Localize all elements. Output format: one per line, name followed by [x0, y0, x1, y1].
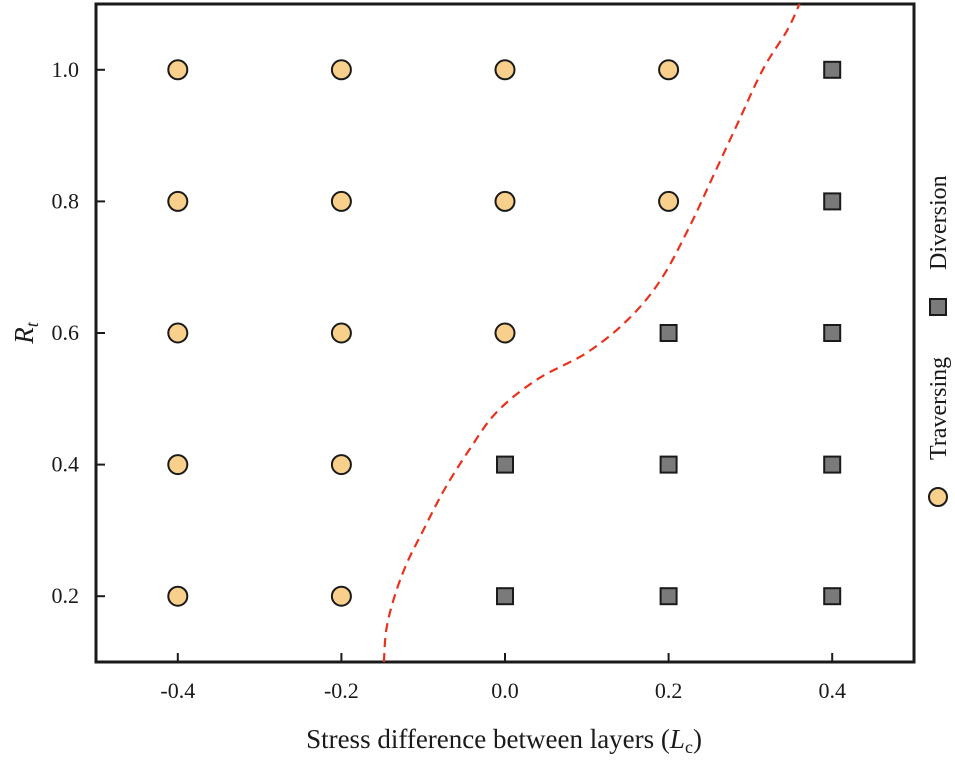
y-axis-ticks: 0.2 0.4 0.6 0.8 1.0: [52, 57, 105, 608]
x-axis-ticks: -0.4 -0.2 0.0 0.2 0.4: [160, 653, 846, 703]
y-axis-title: Rt: [9, 321, 42, 345]
x-axis-title: Stress difference between layers (Lc): [306, 724, 702, 757]
diversion-point: [659, 455, 678, 474]
y-tick-label: 0.6: [52, 320, 80, 345]
boundary-layer: [382, 3, 801, 663]
traversing-point: [167, 322, 189, 344]
y-tick-label: 0.4: [52, 452, 80, 477]
x-tick-label: 0.0: [491, 678, 519, 703]
y-tick-label: 1.0: [52, 57, 80, 82]
legend-label-diversion: Diversion: [926, 175, 952, 270]
traversing-point: [167, 454, 189, 476]
traversing-point: [330, 59, 352, 81]
legend-label-traversing: Traversing: [926, 357, 952, 460]
y-tick-label: 0.8: [52, 188, 80, 213]
diversion-point: [823, 192, 842, 211]
traversing-point: [167, 190, 189, 212]
legend-marker-diversion: [929, 298, 947, 316]
x-tick-label: 0.4: [818, 678, 846, 703]
diversion-point: [496, 455, 514, 474]
traversing-point: [330, 322, 352, 344]
traversing-point: [494, 322, 516, 344]
diversion-point: [659, 324, 678, 342]
traversing-point: [494, 190, 516, 212]
traversing-point: [330, 454, 352, 476]
traversing-point: [494, 59, 516, 81]
traversing-point: [330, 585, 352, 607]
legend-marker-traversing: [928, 487, 948, 507]
legend: Traversing Diversion: [926, 175, 952, 507]
x-tick-label: -0.4: [160, 678, 195, 703]
diversion-point: [823, 587, 842, 606]
diversion-point: [823, 60, 842, 79]
diversion-point: [659, 587, 678, 606]
x-tick-label: 0.2: [655, 678, 683, 703]
traversing-point: [658, 190, 680, 212]
traversing-point: [167, 585, 189, 607]
x-tick-label: -0.2: [324, 678, 359, 703]
traversing-point: [330, 190, 352, 212]
y-tick-label: 0.2: [52, 583, 80, 608]
diversion-point: [823, 455, 842, 474]
data-points: [167, 59, 842, 607]
traversing-point: [167, 59, 189, 81]
diversion-point: [823, 324, 842, 342]
boundary-curve: [382, 3, 801, 663]
diversion-point: [496, 587, 514, 606]
traversing-point: [658, 59, 680, 81]
